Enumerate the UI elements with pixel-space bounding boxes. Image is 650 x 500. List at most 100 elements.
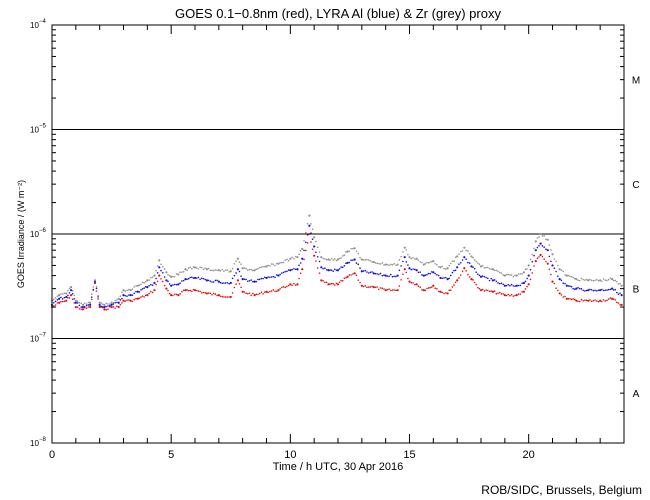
data-point xyxy=(379,272,382,275)
data-point xyxy=(599,299,602,302)
data-point xyxy=(617,302,620,304)
data-point xyxy=(362,259,365,261)
data-point xyxy=(590,300,593,303)
data-point xyxy=(207,292,210,294)
data-point xyxy=(315,251,317,254)
data-point xyxy=(405,261,408,263)
data-point xyxy=(584,279,586,281)
data-point xyxy=(606,279,608,282)
data-point xyxy=(119,303,122,306)
data-point xyxy=(410,268,413,271)
data-point xyxy=(589,278,591,281)
data-point xyxy=(110,303,113,306)
data-point xyxy=(355,262,358,264)
data-point xyxy=(306,222,309,225)
data-point xyxy=(291,256,293,259)
data-point xyxy=(168,292,171,295)
data-point xyxy=(367,259,370,261)
data-point xyxy=(281,261,283,264)
data-point xyxy=(557,264,559,267)
data-point xyxy=(163,284,166,287)
data-point xyxy=(107,303,109,305)
data-point xyxy=(402,273,404,276)
data-point xyxy=(616,301,618,304)
x-tick-label: 20 xyxy=(523,449,535,461)
data-point xyxy=(100,305,103,308)
data-point xyxy=(617,293,620,295)
data-point xyxy=(293,282,295,285)
data-point xyxy=(500,272,503,274)
data-point xyxy=(253,280,256,283)
data-point xyxy=(255,293,258,296)
data-point xyxy=(128,288,130,291)
data-point xyxy=(338,281,341,284)
data-point xyxy=(386,263,389,266)
data-point xyxy=(439,290,442,293)
data-point xyxy=(359,267,361,269)
data-point xyxy=(143,296,145,298)
data-point xyxy=(146,294,149,297)
data-point xyxy=(521,282,523,284)
data-point xyxy=(548,255,551,258)
data-point xyxy=(197,290,200,292)
data-point xyxy=(386,275,389,277)
data-point xyxy=(371,261,373,263)
data-point xyxy=(539,253,542,257)
data-point xyxy=(128,294,130,296)
data-point xyxy=(214,279,217,282)
data-point xyxy=(604,279,607,281)
flare-class-C: C xyxy=(632,180,639,191)
data-point xyxy=(61,300,64,303)
data-point xyxy=(275,290,278,293)
data-point xyxy=(422,274,425,277)
data-point xyxy=(612,289,615,291)
data-point xyxy=(54,296,57,299)
data-point xyxy=(545,238,547,241)
data-point xyxy=(204,292,207,294)
y-tick-base: 10 xyxy=(30,439,39,448)
data-point xyxy=(485,289,487,291)
data-point xyxy=(170,275,173,278)
data-point xyxy=(454,281,457,284)
data-point xyxy=(495,293,498,295)
data-point xyxy=(73,294,76,297)
data-point xyxy=(212,281,215,283)
data-point xyxy=(189,266,192,269)
data-point xyxy=(533,254,535,257)
data-point xyxy=(141,295,144,297)
data-point xyxy=(424,289,427,292)
data-point xyxy=(403,246,406,249)
data-point xyxy=(97,294,99,297)
data-point xyxy=(122,294,125,297)
data-point xyxy=(289,283,292,286)
data-point xyxy=(160,277,162,280)
data-point xyxy=(481,264,484,267)
data-point xyxy=(536,257,539,260)
data-point xyxy=(381,274,384,277)
data-point xyxy=(110,301,113,304)
data-point xyxy=(221,295,224,298)
data-point xyxy=(572,276,574,279)
data-point xyxy=(316,267,319,269)
data-point xyxy=(553,258,556,260)
data-point xyxy=(100,302,103,304)
data-point xyxy=(578,287,581,290)
data-point xyxy=(366,286,368,289)
data-point xyxy=(195,267,198,269)
data-point xyxy=(241,278,244,281)
data-point xyxy=(601,280,603,283)
data-point xyxy=(255,280,258,283)
data-point xyxy=(450,289,452,292)
data-point xyxy=(426,273,428,276)
x-tick-label: 10 xyxy=(284,449,296,461)
data-point xyxy=(67,289,69,292)
data-point xyxy=(313,236,316,239)
data-point xyxy=(448,277,451,280)
data-point xyxy=(448,289,451,292)
data-point xyxy=(597,279,600,282)
data-point xyxy=(419,286,422,288)
data-point xyxy=(357,279,360,281)
data-point xyxy=(231,277,234,280)
y-tick-label: 10 −6 xyxy=(30,228,47,239)
y-tick-label: 10 −8 xyxy=(30,437,47,448)
